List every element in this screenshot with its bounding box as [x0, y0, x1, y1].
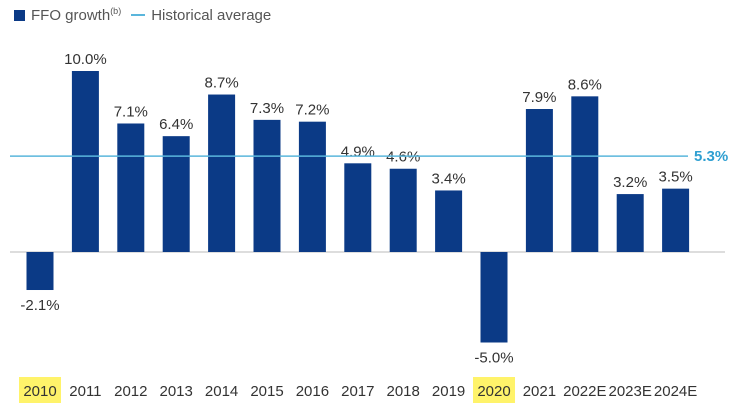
bar-label-2022E: 8.6% [568, 76, 602, 93]
bar-2023E [616, 194, 644, 252]
legend-bar-label: FFO growth(b) [31, 6, 122, 24]
x-tick-2013: 2013 [160, 383, 193, 400]
bar-label-2023E: 3.2% [613, 174, 647, 191]
bar-label-2020: -5.0% [474, 350, 513, 367]
x-tick-2023E: 2023E [609, 383, 652, 400]
legend-line-swatch [131, 14, 146, 16]
bar-label-2014: 8.7% [204, 75, 238, 92]
x-tick-2019: 2019 [432, 383, 465, 400]
bar-label-2015: 7.3% [250, 100, 284, 117]
highlight-2020 [473, 377, 515, 403]
bar-label-2019: 3.4% [431, 170, 465, 187]
bar-2021 [525, 109, 553, 252]
x-tick-2011: 2011 [69, 383, 101, 400]
x-tick-2014: 2014 [205, 383, 238, 400]
bar-2017 [344, 163, 372, 252]
x-tick-2015: 2015 [250, 383, 283, 400]
x-tick-2018: 2018 [387, 383, 420, 400]
bar-2010 [26, 252, 54, 291]
bar-2015 [253, 119, 281, 253]
bar-2016 [298, 121, 326, 253]
bar-label-2010: -2.1% [20, 297, 59, 314]
x-tick-2020: 2020 [477, 383, 510, 400]
bar-label-2021: 7.9% [522, 89, 556, 106]
x-tick-2022E: 2022E [563, 383, 606, 400]
historical-average-label: 5.3% [694, 148, 728, 165]
bar-2012 [117, 123, 145, 253]
x-tick-2010: 2010 [23, 383, 56, 400]
x-tick-2021: 2021 [523, 383, 556, 400]
bar-2013 [162, 136, 190, 252]
bar-2024E [662, 188, 690, 252]
legend-line-label: Historical average [151, 6, 272, 24]
x-tick-2017: 2017 [341, 383, 374, 400]
x-tick-2016: 2016 [296, 383, 329, 400]
chart-legend: FFO growth(b) Historical average [14, 6, 271, 24]
legend-bar-swatch [14, 9, 25, 21]
bar-2022E [571, 96, 599, 252]
bar-label-2024E: 3.5% [658, 169, 692, 186]
bar-label-2012: 7.1% [114, 103, 148, 120]
highlight-2010 [19, 377, 61, 403]
bar-2014 [208, 94, 236, 252]
bar-2019 [435, 190, 463, 252]
bar-2011 [71, 71, 99, 252]
bar-label-2011: 10.0% [64, 51, 107, 68]
bar-2018 [389, 168, 417, 252]
bar-label-2017: 4.9% [341, 143, 375, 160]
bar-label-2018: 4.6% [386, 149, 420, 166]
bar-label-2016: 7.2% [295, 102, 329, 119]
x-tick-2024E: 2024E [654, 383, 697, 400]
x-tick-2012: 2012 [114, 383, 147, 400]
bar-label-2013: 6.4% [159, 116, 193, 133]
bar-2020 [480, 252, 508, 343]
